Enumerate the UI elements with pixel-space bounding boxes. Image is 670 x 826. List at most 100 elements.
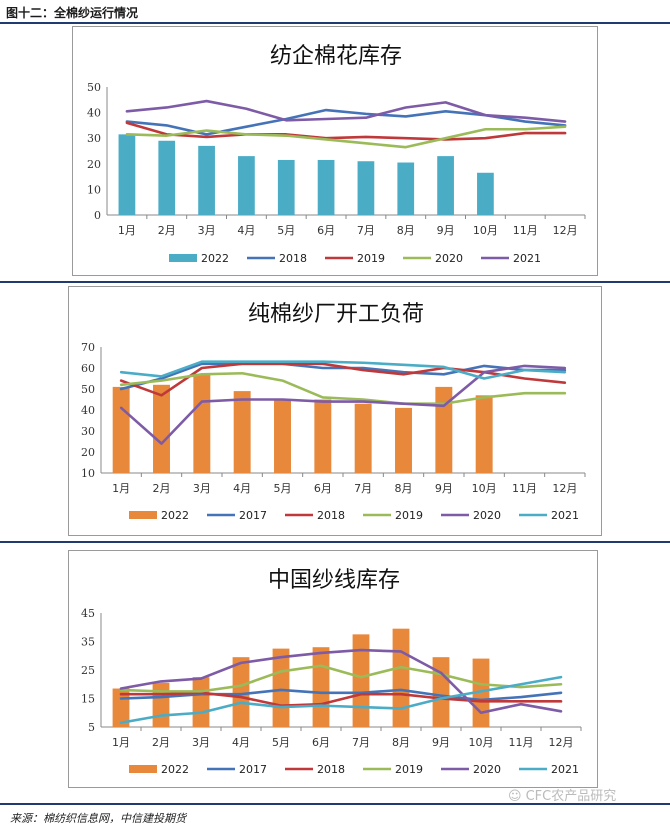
bar-2022	[158, 140, 176, 215]
x-tick-label: 12月	[552, 482, 577, 495]
x-tick-label: 3月	[198, 224, 216, 237]
x-tick-label: 7月	[354, 482, 372, 495]
bar-2022	[435, 386, 453, 473]
figure-title: 图十二：全棉纱运行情况	[6, 6, 139, 20]
line-series-2018	[125, 108, 567, 136]
legend-label: 2020	[435, 252, 463, 265]
yarn-mill-load-chart: 纯棉纱厂开工负荷 10 20 30 40 50 60 70 1月 2月 3月 4月 5月 6月 7月 8月 9月…	[68, 286, 602, 536]
x-tick-label: 11月	[512, 482, 537, 495]
legend-swatch	[129, 765, 157, 773]
line-series-2020	[125, 125, 567, 149]
divider-rule-1	[0, 281, 670, 283]
y-tick-label: 20	[81, 446, 95, 459]
divider-rule-2	[0, 541, 670, 543]
y-tick-label: 5	[88, 721, 95, 734]
bar-2022	[312, 647, 330, 727]
legend-label: 2020	[473, 509, 501, 522]
x-tick-label: 7月	[357, 224, 375, 237]
legend-label: 2022	[161, 763, 189, 776]
y-tick-label: 40	[81, 404, 95, 417]
bar-2022	[395, 407, 412, 473]
yarn-inventory-chart: 中国纱线库存 5 15 25 35 45 1月 2月 3月 4月 5月 6月 7月 8月 9月 10月 11月 1…	[68, 550, 598, 788]
y-tick-label: 50	[81, 383, 95, 396]
x-tick-label: 2月	[158, 224, 176, 237]
line-series-2021	[125, 99, 567, 123]
chart-svg: 中国纱线库存 5 15 25 35 45 1月 2月 3月 4月 5月 6月 7月 8月 9月 10月 11月 1…	[81, 568, 582, 776]
chart-svg: 纺企棉花库存 0 10 20 30 40 50 1月 2月 3月 4月 5月 6月 7月 8月 9月 10月 11…	[87, 44, 586, 265]
x-tick-label: 11月	[513, 224, 538, 237]
bar-2022	[198, 145, 215, 215]
x-tick-label: 10月	[472, 482, 497, 495]
x-tick-label: 10月	[469, 736, 494, 749]
legend-swatch	[169, 254, 197, 262]
legend-label: 2020	[473, 763, 501, 776]
x-tick-label: 3月	[192, 736, 210, 749]
x-tick-label: 12月	[553, 224, 578, 237]
x-tick-label: 5月	[277, 224, 295, 237]
x-tick-label: 8月	[395, 482, 413, 495]
x-tick-label: 1月	[112, 482, 130, 495]
bar-2022	[475, 395, 493, 473]
legend-label: 2017	[239, 509, 267, 522]
y-tick-label: 50	[87, 81, 101, 94]
x-tick-label: 2月	[152, 736, 170, 749]
legend-label: 2018	[317, 509, 345, 522]
x-tick-label: 6月	[314, 482, 332, 495]
wechat-icon: ☺	[508, 789, 522, 804]
line-series-2021	[119, 360, 567, 380]
y-tick-label: 70	[81, 341, 95, 354]
bar-2022	[314, 399, 332, 473]
legend-swatch	[129, 511, 157, 519]
bar-2022	[352, 634, 370, 727]
line-series-2018	[119, 362, 567, 397]
bar-2022	[118, 134, 136, 215]
chart-svg: 纯棉纱厂开工负荷 10 20 30 40 50 60 70 1月 2月 3月 4月 5月 6月 7月 8月 9月…	[81, 302, 586, 522]
legend-label: 2022	[201, 252, 229, 265]
x-tick-label: 12月	[549, 736, 574, 749]
bar-2022	[193, 374, 211, 473]
chart-title: 中国纱线库存	[268, 568, 400, 593]
line-series-2019	[119, 664, 563, 693]
x-tick-label: 10月	[473, 224, 498, 237]
bar-2022	[232, 657, 250, 727]
y-tick-label: 40	[87, 107, 101, 120]
x-tick-label: 9月	[432, 736, 450, 749]
y-tick-label: 20	[87, 158, 101, 171]
bar-2022	[477, 172, 494, 215]
y-tick-label: 10	[87, 183, 101, 196]
x-tick-label: 8月	[397, 224, 415, 237]
legend-label: 2019	[395, 763, 423, 776]
bar-2022	[392, 628, 410, 727]
bar-2022	[238, 156, 255, 215]
y-tick-label: 35	[81, 636, 95, 649]
y-tick-label: 30	[81, 425, 95, 438]
legend-label: 2017	[239, 763, 267, 776]
x-tick-label: 6月	[312, 736, 330, 749]
legend-label: 2021	[513, 252, 541, 265]
legend-label: 2019	[357, 252, 385, 265]
bar-2022	[233, 391, 251, 473]
chart-title: 纯棉纱厂开工负荷	[248, 302, 424, 327]
line-series-2019	[125, 121, 567, 141]
y-tick-label: 15	[81, 693, 95, 706]
legend-label: 2018	[279, 252, 307, 265]
x-tick-label: 4月	[237, 224, 255, 237]
y-tick-label: 60	[81, 362, 95, 375]
line-series-2017	[119, 688, 563, 702]
x-tick-label: 1月	[118, 224, 136, 237]
x-tick-label: 4月	[233, 482, 251, 495]
line-series-2021	[119, 675, 563, 725]
x-tick-label: 1月	[112, 736, 130, 749]
bar-2022	[354, 403, 372, 473]
bar-2022	[152, 682, 170, 727]
y-tick-label: 25	[81, 664, 95, 677]
x-tick-label: 8月	[392, 736, 410, 749]
bar-2022	[192, 677, 210, 727]
y-tick-label: 10	[81, 467, 95, 480]
legend-label: 2018	[317, 763, 345, 776]
bar-2022	[112, 386, 130, 473]
chart-title: 纺企棉花库存	[270, 44, 402, 69]
legend-label: 2021	[551, 509, 579, 522]
y-tick-label: 0	[94, 209, 101, 222]
bar-2022	[432, 657, 450, 727]
